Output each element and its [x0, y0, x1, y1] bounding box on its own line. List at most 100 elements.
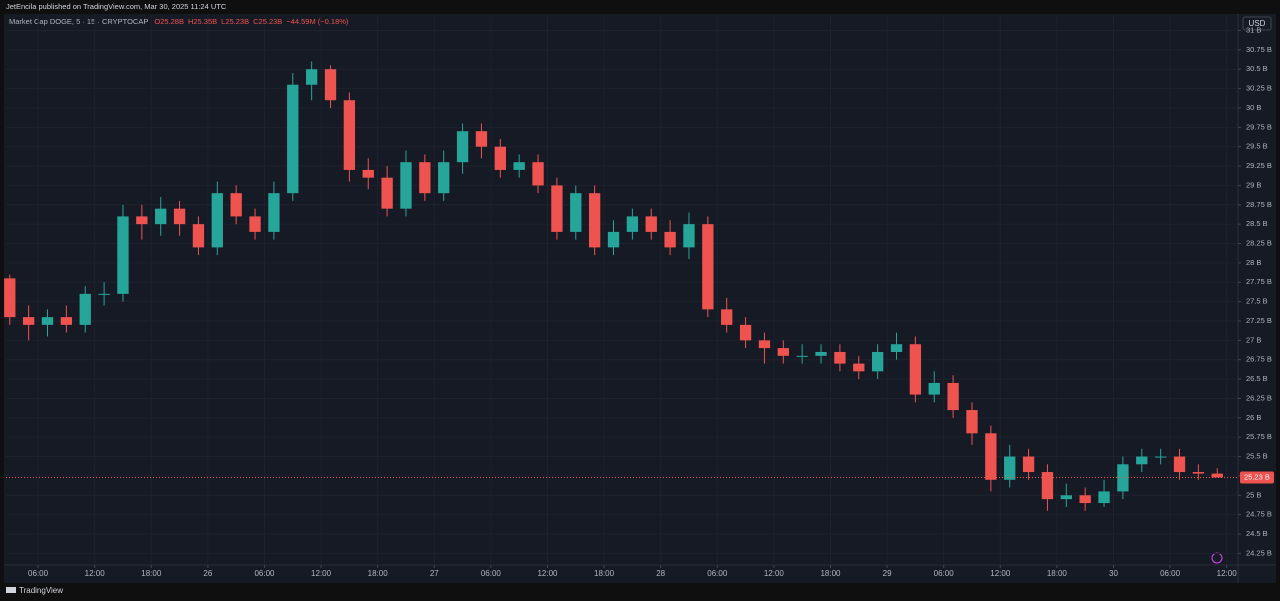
legend-high: H25.35B [188, 17, 217, 26]
candle-body [400, 162, 412, 209]
chart-panel [4, 14, 1276, 583]
x-tick-label: 12:00 [1217, 569, 1238, 578]
x-tick-label: 06:00 [28, 569, 49, 578]
x-tick-label: 06:00 [707, 569, 728, 578]
candle-body [456, 131, 469, 163]
x-tick-label: 06:00 [481, 569, 502, 578]
x-tick-label: 18:00 [820, 569, 841, 578]
x-tick-label: 29 [883, 569, 892, 578]
y-tick-label: 24.75 B [1246, 510, 1272, 519]
candle-body [1098, 491, 1110, 504]
y-tick-label: 25.75 B [1246, 432, 1272, 441]
x-tick-label: 28 [656, 569, 665, 578]
legend-open: O25.28B [154, 17, 184, 26]
x-tick-label: 18:00 [368, 569, 389, 578]
candle-body [758, 340, 771, 349]
candle-body [173, 208, 186, 225]
y-tick-label: 28 B [1246, 258, 1261, 267]
candle-body [1022, 456, 1035, 473]
candle-body [60, 317, 73, 325]
x-tick-label: 12:00 [537, 569, 558, 578]
candle-body [815, 351, 827, 356]
candle-body [985, 433, 997, 480]
candle-body [626, 216, 639, 232]
x-tick-label: 06:00 [1160, 569, 1181, 578]
candle-body [192, 224, 205, 248]
candle-body [1136, 456, 1148, 465]
candle-body [41, 317, 54, 325]
currency[interactable]: USD [1249, 19, 1266, 28]
candle-body [79, 293, 91, 325]
candle-body [475, 131, 488, 147]
grid [6, 15, 1238, 565]
candle-body [664, 231, 676, 248]
x-tick-label: 12:00 [311, 569, 332, 578]
publisher: JetEncila published on TradingView.com, … [6, 2, 227, 11]
candle-body [683, 224, 695, 248]
y-tick-label: 25 B [1246, 490, 1261, 499]
candle-body [438, 162, 450, 194]
x-tick-label: 30 [1109, 569, 1118, 578]
y-tick-label: 26.25 B [1246, 393, 1272, 402]
candle-body [211, 193, 223, 248]
x-tick-label: 06:00 [934, 569, 955, 578]
candle-body [796, 355, 808, 357]
candle-body [494, 146, 506, 170]
candle-body [268, 193, 280, 232]
x-tick-label: 18:00 [1047, 569, 1068, 578]
x-tick-label: 26 [203, 569, 212, 578]
y-tick-label: 30.5 B [1246, 64, 1268, 73]
y-tick-label: 26.75 B [1246, 355, 1272, 364]
currency-box[interactable] [1242, 16, 1272, 31]
y-tick-label: 26.5 B [1246, 374, 1268, 383]
candle-body [570, 193, 582, 232]
candle-body [4, 278, 16, 318]
candle-body [721, 309, 733, 325]
y-tick-label: 28.75 B [1246, 200, 1272, 209]
last-price-label: 25.23 B [1244, 472, 1270, 481]
y-tick-label: 27.75 B [1246, 277, 1272, 286]
y-tick-label: 25.5 B [1246, 452, 1268, 461]
candle-body [909, 344, 922, 395]
y-tick-label: 29 B [1246, 180, 1261, 189]
candle-body [513, 162, 525, 170]
legend-change: −44.59M (−0.18%) [286, 17, 349, 26]
candle-body [117, 216, 129, 294]
candle-body [362, 169, 374, 178]
y-tick-label: 24.5 B [1246, 529, 1268, 538]
y-tick-label: 30.25 B [1246, 84, 1272, 93]
candle-body [287, 84, 299, 194]
candle-body [928, 382, 940, 395]
candle-body [1004, 456, 1016, 480]
candle-body [136, 216, 148, 225]
candle-body [551, 185, 563, 232]
candle-body [1041, 472, 1054, 500]
candle-body [607, 231, 620, 248]
y-tick-label: 29.5 B [1246, 142, 1268, 151]
candle-body [249, 216, 261, 232]
y-tick-label: 30.75 B [1246, 45, 1272, 54]
x-tick-label: 12:00 [990, 569, 1011, 578]
x-tick-label: 12:00 [85, 569, 106, 578]
candle-body [588, 193, 601, 248]
candle-body [834, 351, 846, 364]
y-tick-label: 28.25 B [1246, 239, 1272, 248]
last-price-box [1240, 471, 1274, 484]
candle-body [305, 69, 318, 85]
candle-body [1211, 473, 1223, 478]
candle-body [645, 216, 657, 232]
candle-body [1060, 495, 1072, 500]
legend-close: C25.23B [253, 17, 282, 26]
x-tick-label: 06:00 [254, 569, 275, 578]
candle-body [98, 293, 110, 295]
candle-body [155, 208, 167, 225]
legend-low: L25.23B [221, 17, 249, 26]
candle-body [343, 100, 356, 170]
y-tick-label: 24.25 B [1246, 548, 1272, 557]
candle-body [419, 162, 431, 194]
y-tick-label: 28.5 B [1246, 219, 1268, 228]
candle-body [702, 224, 714, 310]
y-tick-label: 31 B [1246, 25, 1261, 34]
